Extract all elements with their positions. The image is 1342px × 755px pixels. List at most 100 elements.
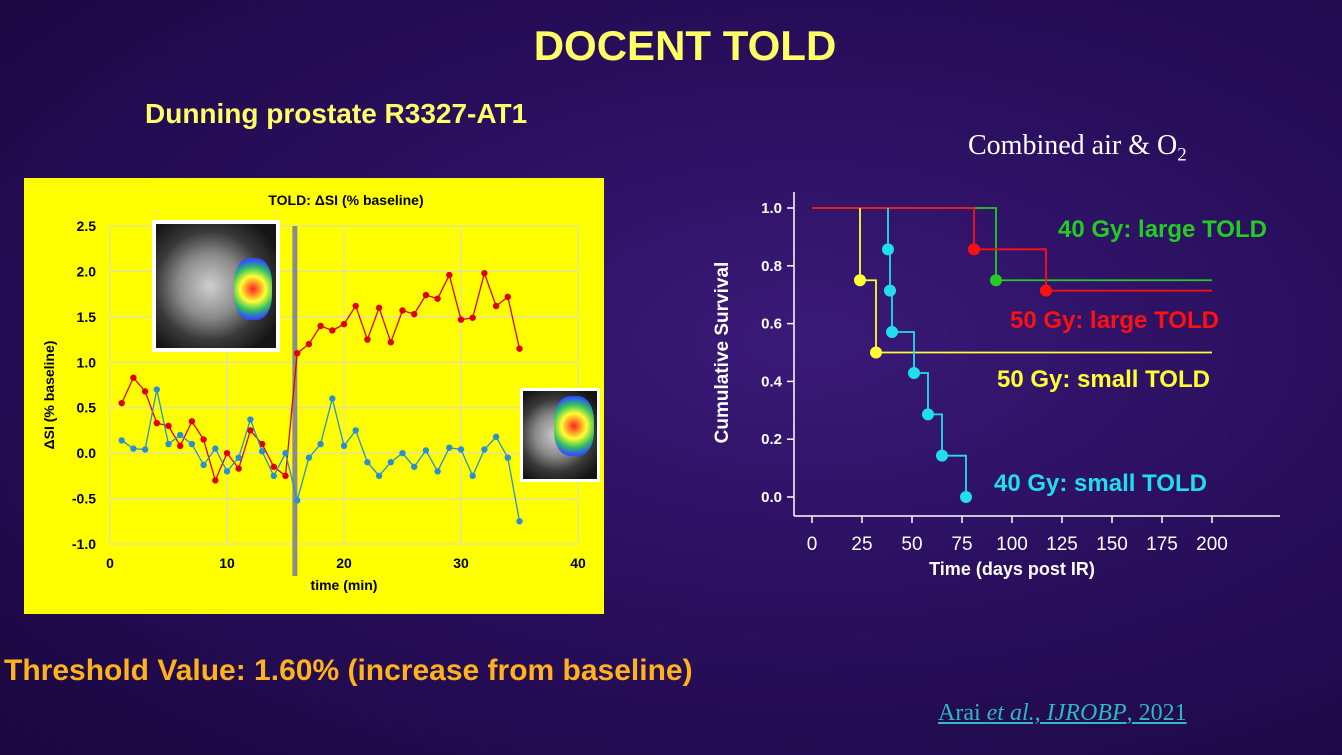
survival-event-marker (990, 274, 1002, 287)
survival-event-marker (882, 243, 894, 256)
survival-curve-3 (887, 208, 967, 497)
told-data-point (434, 468, 441, 475)
survival-y-tick-label: 1.0 (761, 200, 782, 217)
told-data-point (481, 270, 488, 277)
citation-author: Arai (938, 700, 987, 726)
survival-series-label-1: 50 Gy: large TOLD (1010, 307, 1219, 334)
told-data-point (504, 454, 511, 461)
citation-year: , 2021 (1126, 700, 1187, 726)
survival-y-tick-label: 0.6 (761, 316, 782, 333)
told-y-tick-label: -1.0 (72, 536, 96, 552)
mri-image-large (152, 220, 280, 352)
survival-y-tick-label: 0.8 (761, 258, 782, 275)
told-data-point (411, 463, 418, 470)
told-data-point (411, 310, 418, 318)
told-data-point (130, 445, 137, 452)
survival-y-tick-label: 0.2 (761, 431, 782, 448)
told-data-point (457, 316, 465, 323)
told-data-point (446, 444, 453, 451)
told-y-tick-label: 2.5 (77, 218, 97, 234)
told-data-point (247, 416, 254, 423)
told-y-axis-label: ΔSI (% baseline) (41, 341, 57, 450)
told-data-point (235, 454, 242, 461)
told-data-point (375, 304, 383, 311)
told-data-point (352, 427, 359, 434)
told-data-point (340, 442, 348, 450)
told-y-tick-label: 2.0 (77, 263, 97, 279)
survival-event-marker (884, 284, 896, 297)
told-data-point (188, 418, 196, 425)
told-data-point (387, 339, 394, 346)
told-data-point (200, 436, 207, 443)
survival-event-marker (922, 408, 934, 421)
survival-y-tick-label: 0.4 (761, 373, 783, 390)
told-data-point (329, 327, 336, 334)
survival-x-tick-label: 150 (1096, 534, 1128, 555)
survival-event-marker (960, 491, 972, 503)
told-data-point (165, 422, 172, 430)
told-data-point (492, 433, 500, 440)
told-y-tick-label: -0.5 (72, 491, 96, 507)
told-data-point (516, 345, 523, 352)
survival-chart: 1.0 0.8 0.6 0.4 0.2 0.0 0 25 50 75 100 125 150 175 200… (712, 192, 1280, 579)
told-data-point (130, 374, 137, 381)
told-data-point (118, 399, 125, 407)
told-data-point (188, 440, 196, 448)
told-data-point (457, 446, 465, 453)
survival-chart-panel: 1.0 0.8 0.6 0.4 0.2 0.0 0 25 50 75 100 125 150 175 200… (690, 180, 1290, 590)
right-subtitle-sub: 2 (1177, 144, 1187, 166)
survival-series-label-2: 50 Gy: small TOLD (997, 366, 1210, 393)
told-data-point (177, 431, 184, 439)
told-data-point (153, 419, 160, 427)
told-data-point (399, 449, 406, 457)
told-data-point (364, 459, 371, 466)
told-data-point (434, 295, 441, 302)
slide-title: DOCENT TOLD (533, 22, 837, 69)
told-x-tick-label: 20 (336, 555, 352, 571)
told-data-point (340, 320, 348, 328)
told-data-point (422, 291, 430, 299)
told-data-point (118, 437, 125, 444)
told-data-point (492, 302, 500, 310)
survival-event-marker (886, 325, 898, 338)
told-data-point (422, 447, 430, 454)
told-x-tick-label: 10 (219, 555, 235, 571)
told-data-point (212, 445, 219, 452)
citation-link[interactable]: Arai et al., IJROBP, 2021 (938, 700, 1187, 727)
told-data-point (270, 472, 277, 480)
survival-event-marker (870, 346, 882, 359)
told-x-tick-label: 30 (453, 555, 469, 571)
survival-x-tick-label: 175 (1146, 534, 1178, 555)
told-data-point (153, 386, 160, 393)
survival-event-marker (908, 367, 920, 380)
told-data-point (446, 271, 453, 279)
told-data-point (141, 446, 149, 453)
told-y-tick-label: 1.0 (77, 354, 97, 370)
told-y-tick-label: 0.0 (77, 445, 97, 461)
right-subtitle-main: Combined air & O (968, 130, 1178, 161)
survival-x-tick-label: 125 (1046, 534, 1078, 555)
survival-x-tick-label: 50 (901, 534, 922, 555)
told-data-point (223, 468, 231, 475)
told-chart-title: TOLD: ΔSI (% baseline) (268, 192, 423, 208)
told-data-point (200, 461, 207, 469)
told-y-tick-label: 1.5 (77, 309, 97, 325)
told-x-axis-label: time (min) (311, 577, 378, 593)
survival-x-axis-label: Time (days post IR) (929, 559, 1095, 579)
told-y-tick-label: 0.5 (77, 400, 97, 416)
survival-curve-1 (812, 207, 1212, 292)
threshold-value-text: Threshold Value: 1.60% (increase from ba… (4, 654, 693, 687)
told-data-point (235, 465, 242, 472)
survival-x-tick-label: 100 (996, 534, 1028, 555)
survival-series-label-3: 40 Gy: small TOLD (994, 470, 1207, 497)
told-x-tick-label: 0 (106, 555, 114, 571)
told-data-point (329, 395, 336, 402)
told-data-point (387, 459, 394, 466)
told-data-point (469, 472, 476, 480)
told-data-point (258, 448, 266, 455)
told-data-point (352, 302, 359, 310)
told-data-point (305, 340, 313, 348)
told-data-point (270, 463, 277, 470)
survival-y-tick-label: 0.0 (761, 489, 782, 506)
told-data-point (141, 388, 149, 395)
